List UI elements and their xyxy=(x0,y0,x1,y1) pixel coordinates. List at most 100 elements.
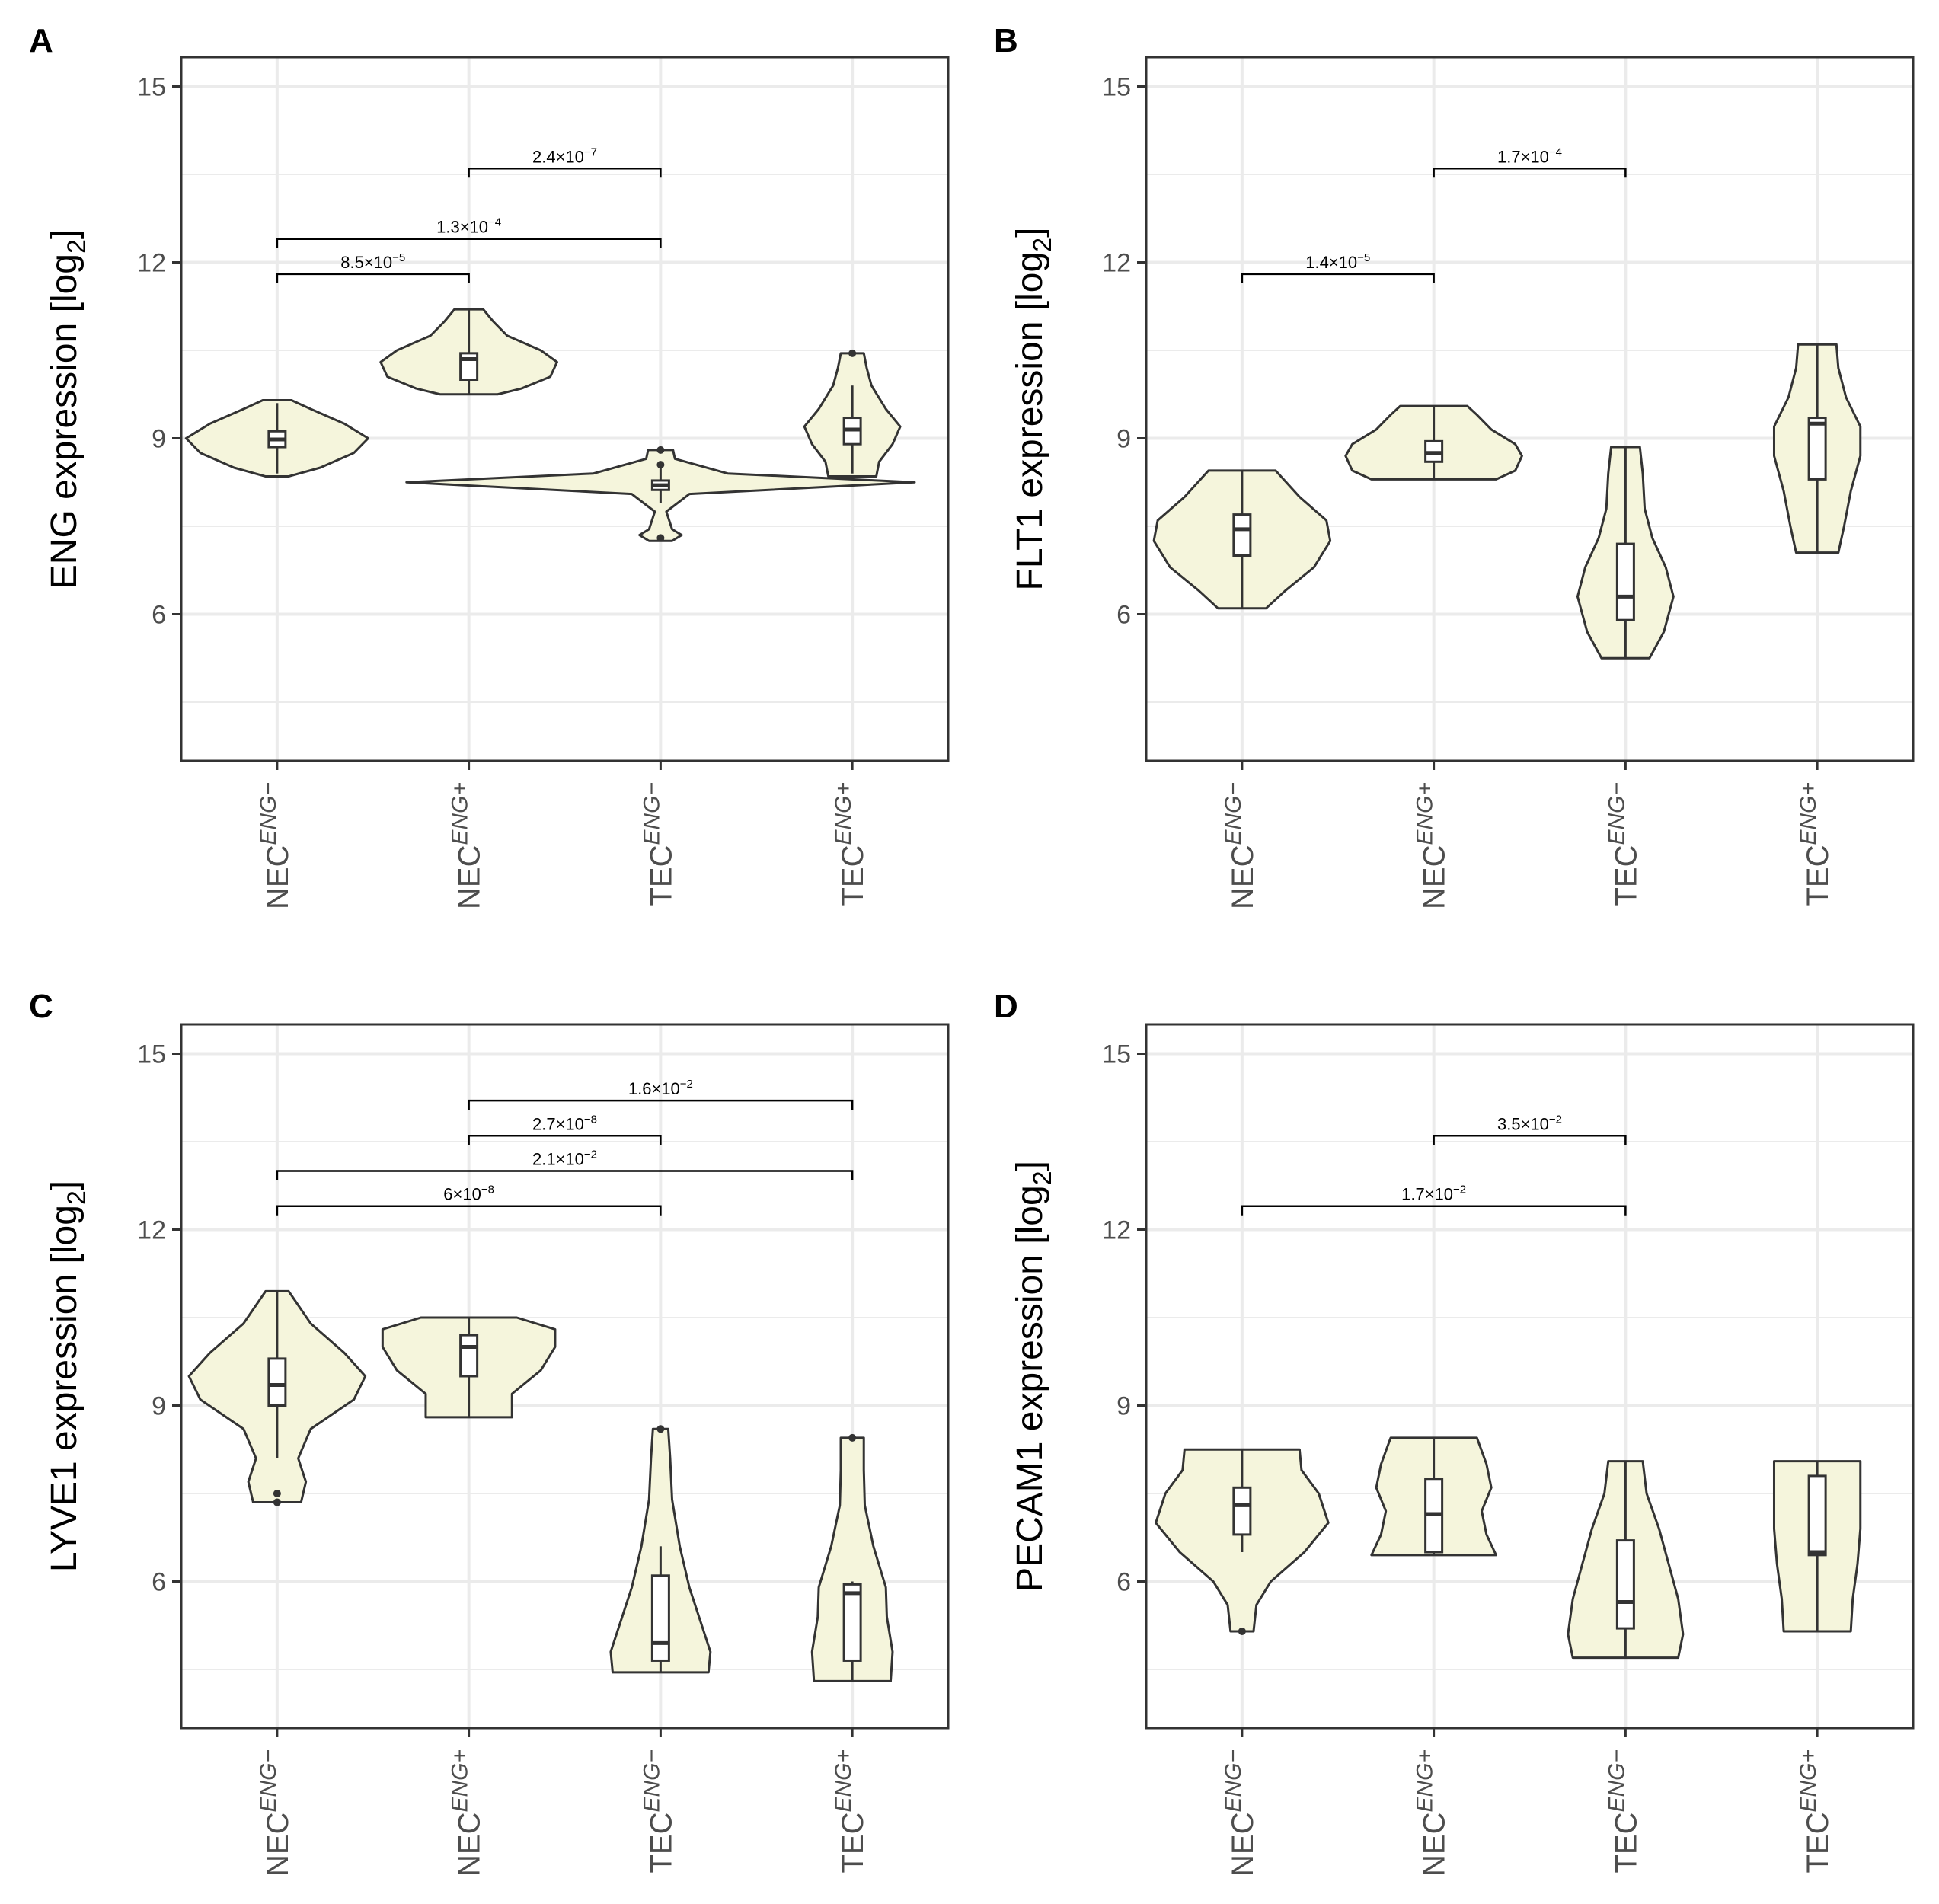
outlier-point xyxy=(273,1498,281,1506)
p-value-exponent: −7 xyxy=(584,145,597,158)
violin-group-3 xyxy=(405,446,916,542)
y-tick-label: 9 xyxy=(152,1392,166,1421)
x-tick-superscript: ENG+ xyxy=(448,1749,473,1813)
x-tick-label: TECENG− xyxy=(1604,1749,1643,1874)
x-tick-label: TECENG+ xyxy=(831,782,870,906)
x-tick-superscript: ENG− xyxy=(639,1749,664,1813)
x-tick-superscript: ENG− xyxy=(1221,782,1246,845)
panel-border xyxy=(180,1023,950,1730)
x-tick-base: TEC xyxy=(836,1813,870,1874)
x-tick-base: NEC xyxy=(453,1813,487,1877)
p-value-exponent: −2 xyxy=(1453,1184,1466,1196)
box-iqr xyxy=(1232,1486,1252,1536)
p-value-mantissa: 2.1×10 xyxy=(532,1150,584,1169)
x-tick-base: NEC xyxy=(261,1813,295,1877)
p-value-mantissa: 1.7×10 xyxy=(1497,147,1549,166)
x-tick-label: TECENG+ xyxy=(831,1749,870,1874)
p-value-label: 8.5×10−5 xyxy=(340,251,405,272)
box-iqr xyxy=(1615,542,1635,621)
x-tick-superscript: ENG− xyxy=(639,782,664,845)
p-value-mantissa: 1.4×10 xyxy=(1305,253,1357,272)
violin-group-4 xyxy=(810,1433,894,1682)
significance-bracket: 1.7×10−4 xyxy=(1433,145,1627,178)
bracket-line xyxy=(1433,168,1627,178)
significance-bracket: 1.3×10−4 xyxy=(276,216,662,248)
box-iqr xyxy=(267,1357,287,1407)
p-value-label: 2.1×10−2 xyxy=(532,1148,597,1169)
box-iqr xyxy=(1807,1474,1827,1557)
box-iqr xyxy=(842,1583,862,1662)
bracket-line xyxy=(1241,1205,1627,1216)
x-tick-label: TECENG+ xyxy=(1796,1749,1835,1874)
y-axis-title-main: FLT1 expression [log xyxy=(1010,252,1050,591)
p-value-mantissa: 2.7×10 xyxy=(532,1114,584,1133)
bracket-line xyxy=(276,1205,662,1216)
box-iqr xyxy=(1232,513,1252,557)
y-tick-label: 6 xyxy=(1116,601,1131,630)
violin-group-1 xyxy=(1152,469,1332,610)
x-tick-base: NEC xyxy=(1226,1813,1260,1877)
p-value-exponent: −2 xyxy=(584,1148,597,1161)
p-value-mantissa: 8.5×10 xyxy=(340,253,392,272)
outlier-point xyxy=(656,534,665,542)
bracket-line xyxy=(1433,1135,1627,1145)
x-tick-base: TEC xyxy=(644,1813,678,1874)
x-tick-label: NECENG− xyxy=(256,782,295,909)
x-tick-superscript: ENG+ xyxy=(1796,782,1821,845)
significance-bracket: 2.1×10−2 xyxy=(276,1148,854,1180)
p-value-mantissa: 3.5×10 xyxy=(1497,1114,1549,1133)
p-value-exponent: −2 xyxy=(680,1078,693,1091)
y-axis-title: PECAM1 expression [log2] xyxy=(1010,1161,1057,1592)
panel-a: 2.4×10−71.3×10−48.5×10−5151296NECENG−NEC… xyxy=(29,22,950,909)
x-tick-superscript: ENG− xyxy=(1221,1749,1246,1813)
significance-bracket: 2.7×10−8 xyxy=(468,1113,662,1145)
bracket-line xyxy=(1241,273,1435,283)
violin-group-2 xyxy=(381,1316,557,1419)
outlier-point xyxy=(273,1490,281,1497)
x-tick-superscript: ENG+ xyxy=(831,782,856,845)
significance-bracket: 1.7×10−2 xyxy=(1241,1184,1627,1216)
y-axis-title: FLT1 expression [log2] xyxy=(1010,228,1057,591)
violin-group-3 xyxy=(609,1425,712,1674)
y-tick-label: 9 xyxy=(1116,425,1131,454)
x-tick-superscript: ENG+ xyxy=(448,782,473,845)
x-tick-superscript: ENG− xyxy=(1604,1749,1629,1813)
y-tick-label: 15 xyxy=(1102,1040,1131,1069)
bracket-line xyxy=(276,273,470,283)
p-value-label: 1.6×10−2 xyxy=(628,1078,693,1098)
x-tick-base: TEC xyxy=(644,845,678,906)
violin-group-4 xyxy=(803,349,902,478)
y-axis-title-end: ] xyxy=(1010,228,1050,238)
x-tick-base: NEC xyxy=(1418,1813,1452,1877)
p-value-label: 2.4×10−7 xyxy=(532,145,597,166)
y-tick-label: 9 xyxy=(1116,1392,1131,1421)
p-value-exponent: −5 xyxy=(1357,251,1370,264)
x-tick-base: NEC xyxy=(1226,845,1260,909)
p-value-mantissa: 1.6×10 xyxy=(628,1079,680,1098)
violin-group-1 xyxy=(187,1289,367,1506)
x-tick-label: TECENG+ xyxy=(1796,782,1835,906)
y-axis-title: LYVE1 expression [log2] xyxy=(44,1180,91,1572)
x-tick-label: NECENG− xyxy=(1221,1749,1260,1877)
p-value-mantissa: 1.3×10 xyxy=(436,218,488,237)
violin-group-3 xyxy=(1567,1460,1685,1660)
y-tick-label: 12 xyxy=(1102,1216,1131,1245)
box-iqr xyxy=(1807,417,1827,481)
x-tick-base: TEC xyxy=(836,845,870,906)
x-tick-label: NECENG+ xyxy=(448,782,487,909)
panel-border xyxy=(1145,1023,1915,1730)
outlier-point xyxy=(848,1433,857,1442)
p-value-exponent: −8 xyxy=(481,1184,494,1196)
box-iqr xyxy=(459,352,479,382)
significance-bracket: 8.5×10−5 xyxy=(276,251,470,283)
outlier-point xyxy=(656,446,665,454)
panel-letter: B xyxy=(994,22,1018,59)
bracket-line xyxy=(276,1170,854,1180)
x-tick-base: NEC xyxy=(453,845,487,909)
significance-bracket: 3.5×10−2 xyxy=(1433,1113,1627,1145)
p-value-exponent: −4 xyxy=(488,216,501,229)
x-tick-superscript: ENG− xyxy=(1604,782,1629,845)
x-tick-label: TECENG− xyxy=(639,1749,678,1874)
y-tick-label: 6 xyxy=(152,1568,166,1597)
